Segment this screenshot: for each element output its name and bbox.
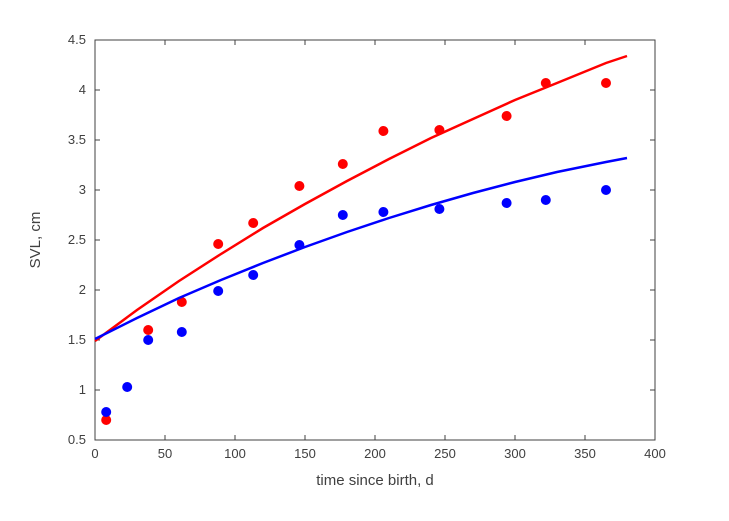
red-scatter-point — [294, 181, 304, 191]
x-tick-label: 200 — [364, 446, 386, 461]
blue-scatter-point — [434, 204, 444, 214]
chart-svg: 0 50 100 150 200 250 300 350 400 0.5 1 1.5 2 2.5 3 3.5… — [0, 0, 729, 521]
plot-background — [0, 0, 729, 521]
x-tick-label: 100 — [224, 446, 246, 461]
chart-container: 0 50 100 150 200 250 300 350 400 0.5 1 1.5 2 2.5 3 3.5… — [0, 0, 729, 521]
red-scatter-point — [338, 159, 348, 169]
y-tick-label: 2.5 — [68, 232, 86, 247]
blue-scatter-point — [177, 327, 187, 337]
x-tick-label: 400 — [644, 446, 666, 461]
red-scatter-point — [601, 78, 611, 88]
blue-scatter-point — [143, 335, 153, 345]
y-tick-label: 4.5 — [68, 32, 86, 47]
x-tick-label: 150 — [294, 446, 316, 461]
blue-scatter-point — [378, 207, 388, 217]
blue-scatter-point — [122, 382, 132, 392]
y-tick-label: 3.5 — [68, 132, 86, 147]
x-axis-label: time since birth, d — [316, 472, 434, 489]
blue-scatter-point — [213, 286, 223, 296]
blue-scatter-point — [541, 195, 551, 205]
y-tick-label: 0.5 — [68, 432, 86, 447]
x-tick-label: 250 — [434, 446, 456, 461]
blue-scatter-point — [601, 185, 611, 195]
red-scatter-point — [143, 325, 153, 335]
x-tick-label: 0 — [91, 446, 98, 461]
y-tick-label: 1 — [79, 382, 86, 397]
y-tick-label: 4 — [79, 82, 86, 97]
y-tick-label: 1.5 — [68, 332, 86, 347]
red-scatter-point — [248, 218, 258, 228]
y-tick-label: 3 — [79, 182, 86, 197]
red-scatter-point — [213, 239, 223, 249]
y-tick-label: 2 — [79, 282, 86, 297]
blue-scatter-point — [338, 210, 348, 220]
x-tick-label: 350 — [574, 446, 596, 461]
blue-scatter-point — [101, 407, 111, 417]
red-scatter-point — [378, 126, 388, 136]
x-tick-label: 300 — [504, 446, 526, 461]
red-scatter-point — [502, 111, 512, 121]
blue-scatter-point — [248, 270, 258, 280]
x-tick-label: 50 — [158, 446, 172, 461]
blue-scatter-point — [502, 198, 512, 208]
y-axis-label: SVL, cm — [27, 212, 44, 269]
